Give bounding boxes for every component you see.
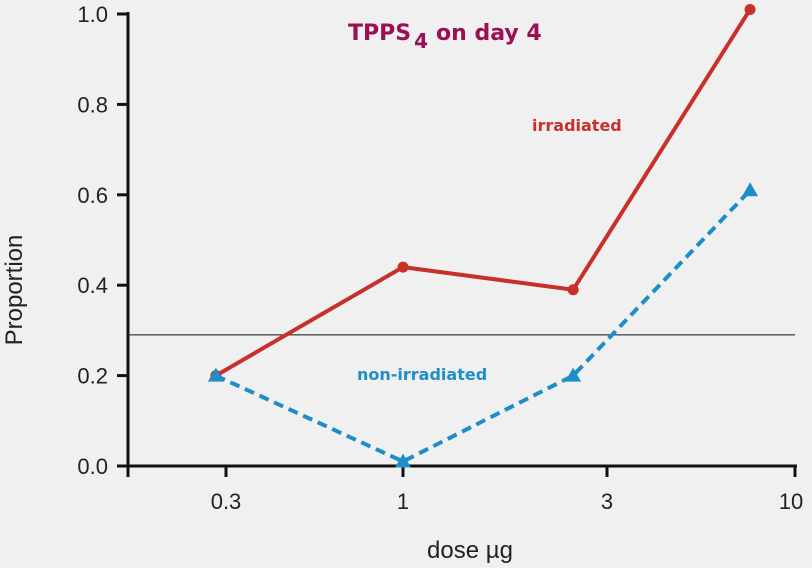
series-marks xyxy=(207,3,759,468)
x-tick-label: 3 xyxy=(601,489,613,514)
data-point-non-irradiated xyxy=(395,453,411,468)
y-tick-label: 0.2 xyxy=(77,364,108,389)
x-tick-label: 1 xyxy=(397,489,409,514)
y-tick-label: 1.0 xyxy=(77,2,108,27)
axes: 0.3 1 3 10 0.0 0.2 0.4 0.6 0.8 1.0 xyxy=(77,2,803,514)
x-axis-label: dose µg xyxy=(427,537,513,564)
y-tick-label: 0.0 xyxy=(77,454,108,479)
series-label-irradiated: irradiated xyxy=(532,116,622,135)
data-point-irradiated xyxy=(567,284,579,296)
data-point-non-irradiated xyxy=(742,182,759,197)
data-point-irradiated xyxy=(744,3,756,15)
y-tick-label: 0.8 xyxy=(77,92,108,117)
chart-title: TPPS 4 on day 4 xyxy=(348,21,542,53)
y-tick-label: 0.6 xyxy=(77,183,108,208)
y-axis-label: Proportion xyxy=(1,235,28,346)
series-label-non-irradiated: non-irradiated xyxy=(357,365,487,384)
data-point-non-irradiated xyxy=(565,367,582,382)
data-point-non-irradiated xyxy=(207,367,224,382)
x-tick-label: 0.3 xyxy=(211,489,242,514)
y-tick-label: 0.4 xyxy=(77,273,108,298)
series-line-non-irradiated xyxy=(215,188,752,464)
data-point-irradiated xyxy=(397,261,409,273)
x-tick-label: 10 xyxy=(779,489,803,514)
series-line-irradiated xyxy=(214,8,752,378)
